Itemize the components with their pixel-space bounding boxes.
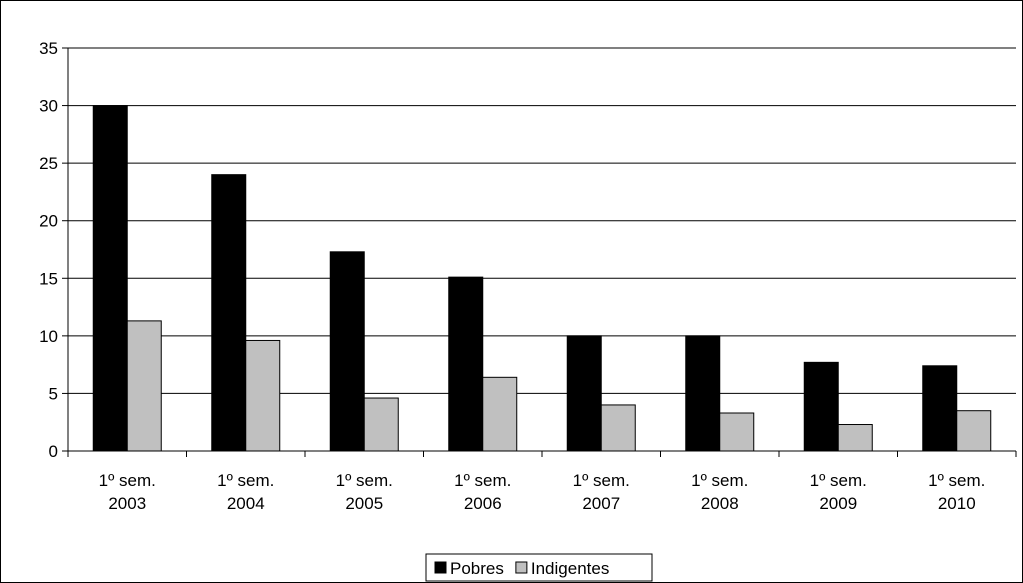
legend: Pobres Indigentes <box>425 553 653 582</box>
x-tick-label: 1º sem. <box>336 471 393 490</box>
x-tick-label: 2010 <box>938 494 976 513</box>
bar-pobres-3 <box>448 276 484 452</box>
y-tick-label: 0 <box>49 442 58 461</box>
y-tick-label: 25 <box>39 154 58 173</box>
legend-swatch-indigentes <box>515 561 528 574</box>
legend-swatch-pobres <box>434 561 447 574</box>
bar-pobres-4 <box>566 335 602 452</box>
legend-label-indigentes: Indigentes <box>531 559 609 578</box>
axes <box>62 47 1017 457</box>
bars <box>92 105 992 452</box>
y-tick-label: 15 <box>39 269 58 288</box>
bar-indigentes-1 <box>245 339 281 452</box>
y-tick-label: 20 <box>39 212 58 231</box>
x-tick-label: 2006 <box>464 494 502 513</box>
bar-pobres-2 <box>329 251 365 452</box>
y-tick-labels: 0 5 10 15 20 25 30 35 <box>39 39 58 461</box>
y-tick-label: 5 <box>49 384 58 403</box>
x-tick-label: 1º sem. <box>691 471 748 490</box>
x-tick-label: 1º sem. <box>99 471 156 490</box>
bar-indigentes-7 <box>956 410 992 452</box>
bar-pobres-0 <box>92 105 128 452</box>
y-tick-label: 30 <box>39 97 58 116</box>
x-tick-label: 2004 <box>227 494 265 513</box>
x-tick-label: 1º sem. <box>810 471 867 490</box>
gridlines <box>68 47 1016 394</box>
bar-pobres-7 <box>922 365 958 452</box>
x-tick-label: 1º sem. <box>217 471 274 490</box>
y-tick-label: 10 <box>39 327 58 346</box>
legend-label-pobres: Pobres <box>450 559 504 578</box>
x-tick-label: 1º sem. <box>928 471 985 490</box>
bar-indigentes-0 <box>126 320 162 452</box>
x-tick-label: 2009 <box>819 494 857 513</box>
bar-pobres-1 <box>211 174 247 452</box>
bar-indigentes-5 <box>719 412 755 452</box>
x-tick-labels: 1º sem. 2003 1º sem. 2004 1º sem. 2005 1º sem.… <box>99 471 986 513</box>
x-tick-label: 2008 <box>701 494 739 513</box>
bar-pobres-5 <box>685 335 721 452</box>
x-tick-label: 2003 <box>108 494 146 513</box>
bar-indigentes-6 <box>837 424 873 452</box>
x-tick-label: 2005 <box>345 494 383 513</box>
x-tick-label: 1º sem. <box>454 471 511 490</box>
x-tick-label: 1º sem. <box>573 471 630 490</box>
bar-indigentes-3 <box>482 376 518 452</box>
bar-indigentes-4 <box>600 404 636 452</box>
bar-pobres-6 <box>803 361 839 452</box>
bar-indigentes-2 <box>363 397 399 452</box>
legend-box <box>425 553 653 582</box>
y-tick-label: 35 <box>39 39 58 58</box>
x-tick-label: 2007 <box>582 494 620 513</box>
